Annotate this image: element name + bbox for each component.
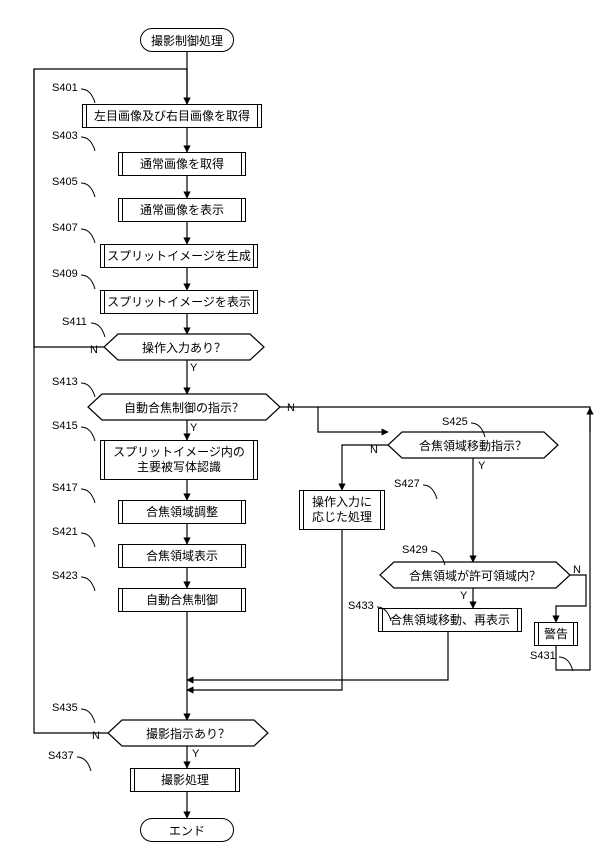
node-endnode: エンド bbox=[140, 818, 234, 842]
step-label-s437: S437 bbox=[48, 750, 74, 762]
step-label-s415: S415 bbox=[52, 420, 78, 432]
node-text: 自動合焦制御の指示？ bbox=[88, 394, 280, 420]
node-text: 合焦領域移動、再表示 bbox=[390, 613, 510, 628]
node-text: 撮影処理 bbox=[161, 773, 209, 788]
node-s427: 操作入力に 応じた処理 bbox=[299, 490, 385, 530]
node-text: 操作入力に 応じた処理 bbox=[312, 495, 372, 525]
node-s433: 合焦領域移動、再表示 bbox=[378, 608, 522, 632]
step-label-s427: S427 bbox=[394, 478, 420, 490]
node-text: 合焦領域が許可領域内？ bbox=[380, 562, 570, 588]
node-s407: スプリットイメージを生成 bbox=[100, 244, 258, 268]
yn-label: N bbox=[573, 564, 581, 576]
step-label-s411: S411 bbox=[62, 316, 87, 328]
node-s431: 警告 bbox=[534, 622, 578, 646]
node-text: スプリットイメージを生成 bbox=[107, 249, 251, 264]
flowchart-canvas: 撮影制御処理左目画像及び右目画像を取得通常画像を取得通常画像を表示スプリットイメ… bbox=[0, 0, 606, 866]
node-text: 合焦領域調整 bbox=[146, 505, 218, 520]
node-s403: 通常画像を取得 bbox=[118, 152, 246, 176]
node-s421: 合焦領域表示 bbox=[118, 544, 246, 568]
node-text: 合焦領域表示 bbox=[146, 549, 218, 564]
step-label-s405: S405 bbox=[52, 176, 78, 188]
node-text: 撮影指示あり？ bbox=[108, 720, 268, 746]
node-text: スプリットイメージ内の 主要被写体認識 bbox=[113, 445, 245, 475]
step-label-s423: S423 bbox=[52, 570, 78, 582]
node-start: 撮影制御処理 bbox=[140, 28, 234, 52]
node-s411: 操作入力あり？ bbox=[104, 334, 264, 360]
yn-label: N bbox=[370, 444, 378, 456]
node-s429: 合焦領域が許可領域内？ bbox=[380, 562, 570, 588]
node-text: 左目画像及び右目画像を取得 bbox=[94, 109, 250, 124]
node-s423: 自動合焦制御 bbox=[118, 588, 246, 612]
step-label-s401: S401 bbox=[52, 82, 78, 94]
yn-label: Y bbox=[190, 422, 197, 434]
yn-label: N bbox=[90, 344, 98, 356]
node-text: スプリットイメージを表示 bbox=[107, 295, 251, 310]
node-s413: 自動合焦制御の指示？ bbox=[88, 394, 280, 420]
node-s437: 撮影処理 bbox=[130, 768, 240, 792]
step-label-s417: S417 bbox=[52, 482, 78, 494]
step-label-s431: S431 bbox=[530, 650, 556, 662]
step-label-s409: S409 bbox=[52, 268, 78, 280]
node-s405: 通常画像を表示 bbox=[118, 198, 246, 222]
step-label-s407: S407 bbox=[52, 222, 78, 234]
node-s409: スプリットイメージを表示 bbox=[100, 290, 258, 314]
node-text: 自動合焦制御 bbox=[146, 593, 218, 608]
node-text: 警告 bbox=[544, 627, 568, 642]
yn-label: Y bbox=[460, 590, 467, 602]
step-label-s421: S421 bbox=[52, 526, 78, 538]
node-text: 通常画像を取得 bbox=[140, 157, 224, 172]
node-s415: スプリットイメージ内の 主要被写体認識 bbox=[100, 440, 258, 480]
node-s435: 撮影指示あり？ bbox=[108, 720, 268, 746]
yn-label: Y bbox=[190, 362, 197, 374]
step-label-s425: S425 bbox=[442, 416, 468, 428]
node-s417: 合焦領域調整 bbox=[118, 500, 246, 524]
node-text: 操作入力あり？ bbox=[104, 334, 264, 360]
step-label-s413: S413 bbox=[52, 376, 78, 388]
node-text: 通常画像を表示 bbox=[140, 203, 224, 218]
yn-label: N bbox=[92, 730, 100, 742]
yn-label: Y bbox=[192, 748, 199, 760]
yn-label: Y bbox=[478, 460, 485, 472]
yn-label: N bbox=[287, 402, 295, 414]
step-label-s435: S435 bbox=[52, 702, 78, 714]
step-label-s403: S403 bbox=[52, 130, 78, 142]
step-label-s429: S429 bbox=[402, 544, 428, 556]
step-label-s433: S433 bbox=[348, 600, 374, 612]
node-s401: 左目画像及び右目画像を取得 bbox=[82, 104, 262, 128]
